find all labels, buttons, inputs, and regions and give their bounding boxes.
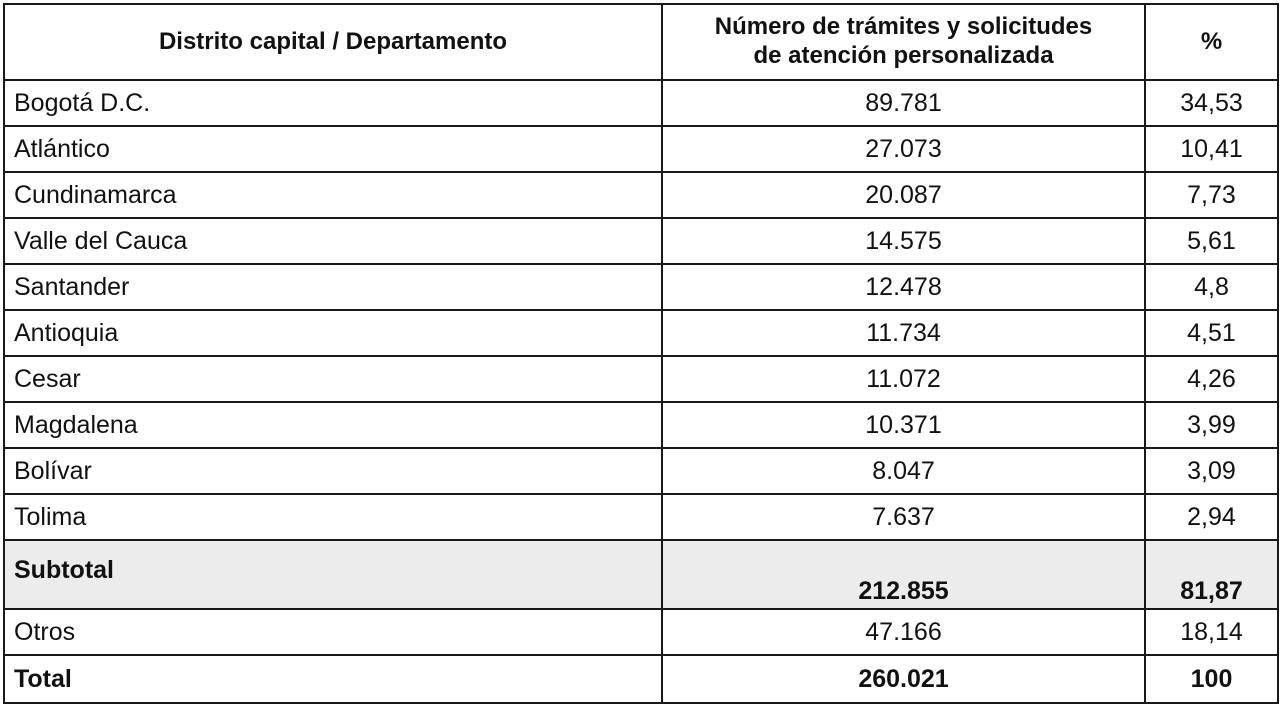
row-name: Cesar: [3, 355, 663, 403]
row-name: Bogotá D.C.: [3, 79, 663, 127]
table-row: Tolima 7.637 2,94: [3, 493, 1279, 541]
table-row: Antioquia 11.734 4,51: [3, 309, 1279, 357]
header-count-line1: Número de trámites y solicitudes: [714, 13, 1093, 41]
row-name: Valle del Cauca: [3, 217, 663, 265]
otros-percent: 18,14: [1144, 608, 1279, 656]
row-count: 11.734: [661, 309, 1146, 357]
total-label: Total: [3, 654, 663, 704]
table-row: Valle del Cauca 14.575 5,61: [3, 217, 1279, 265]
row-count: 14.575: [661, 217, 1146, 265]
subtotal-count: 212.855: [661, 539, 1146, 610]
otros-row: Otros 47.166 18,14: [3, 608, 1279, 656]
header-percent: %: [1144, 3, 1279, 81]
row-count: 10.371: [661, 401, 1146, 449]
row-name: Santander: [3, 263, 663, 311]
subtotal-label: Subtotal: [3, 539, 663, 610]
row-percent: 3,99: [1144, 401, 1279, 449]
table-row: Cundinamarca 20.087 7,73: [3, 171, 1279, 219]
row-percent: 7,73: [1144, 171, 1279, 219]
subtotal-percent: 81,87: [1144, 539, 1279, 610]
row-count: 27.073: [661, 125, 1146, 173]
row-name: Atlántico: [3, 125, 663, 173]
row-percent: 3,09: [1144, 447, 1279, 495]
row-name: Tolima: [3, 493, 663, 541]
row-count: 89.781: [661, 79, 1146, 127]
row-percent: 4,51: [1144, 309, 1279, 357]
row-percent: 2,94: [1144, 493, 1279, 541]
header-count: Número de trámites y solicitudes de aten…: [661, 3, 1146, 81]
row-count: 20.087: [661, 171, 1146, 219]
table-row: Atlántico 27.073 10,41: [3, 125, 1279, 173]
total-count: 260.021: [661, 654, 1146, 704]
row-percent: 4,8: [1144, 263, 1279, 311]
table-row: Magdalena 10.371 3,99: [3, 401, 1279, 449]
table-header: Distrito capital / Departamento Número d…: [3, 3, 1279, 81]
row-count: 8.047: [661, 447, 1146, 495]
table-row: Santander 12.478 4,8: [3, 263, 1279, 311]
header-department: Distrito capital / Departamento: [3, 3, 663, 81]
row-count: 11.072: [661, 355, 1146, 403]
total-row: Total 260.021 100: [3, 654, 1279, 704]
row-percent: 5,61: [1144, 217, 1279, 265]
row-percent: 34,53: [1144, 79, 1279, 127]
row-percent: 4,26: [1144, 355, 1279, 403]
table-row: Cesar 11.072 4,26: [3, 355, 1279, 403]
header-row: Distrito capital / Departamento Número d…: [3, 3, 1279, 81]
header-count-line2: de atención personalizada: [753, 42, 1054, 69]
row-name: Antioquia: [3, 309, 663, 357]
total-percent: 100: [1144, 654, 1279, 704]
table-row: Bolívar 8.047 3,09: [3, 447, 1279, 495]
row-count: 12.478: [661, 263, 1146, 311]
table-body: Bogotá D.C. 89.781 34,53 Atlántico 27.07…: [3, 79, 1279, 704]
data-table: Distrito capital / Departamento Número d…: [3, 3, 1279, 704]
row-name: Bolívar: [3, 447, 663, 495]
row-name: Cundinamarca: [3, 171, 663, 219]
table-row: Bogotá D.C. 89.781 34,53: [3, 79, 1279, 127]
otros-count: 47.166: [661, 608, 1146, 656]
row-name: Magdalena: [3, 401, 663, 449]
subtotal-row: Subtotal 212.855 81,87: [3, 539, 1279, 610]
row-count: 7.637: [661, 493, 1146, 541]
otros-label: Otros: [3, 608, 663, 656]
row-percent: 10,41: [1144, 125, 1279, 173]
